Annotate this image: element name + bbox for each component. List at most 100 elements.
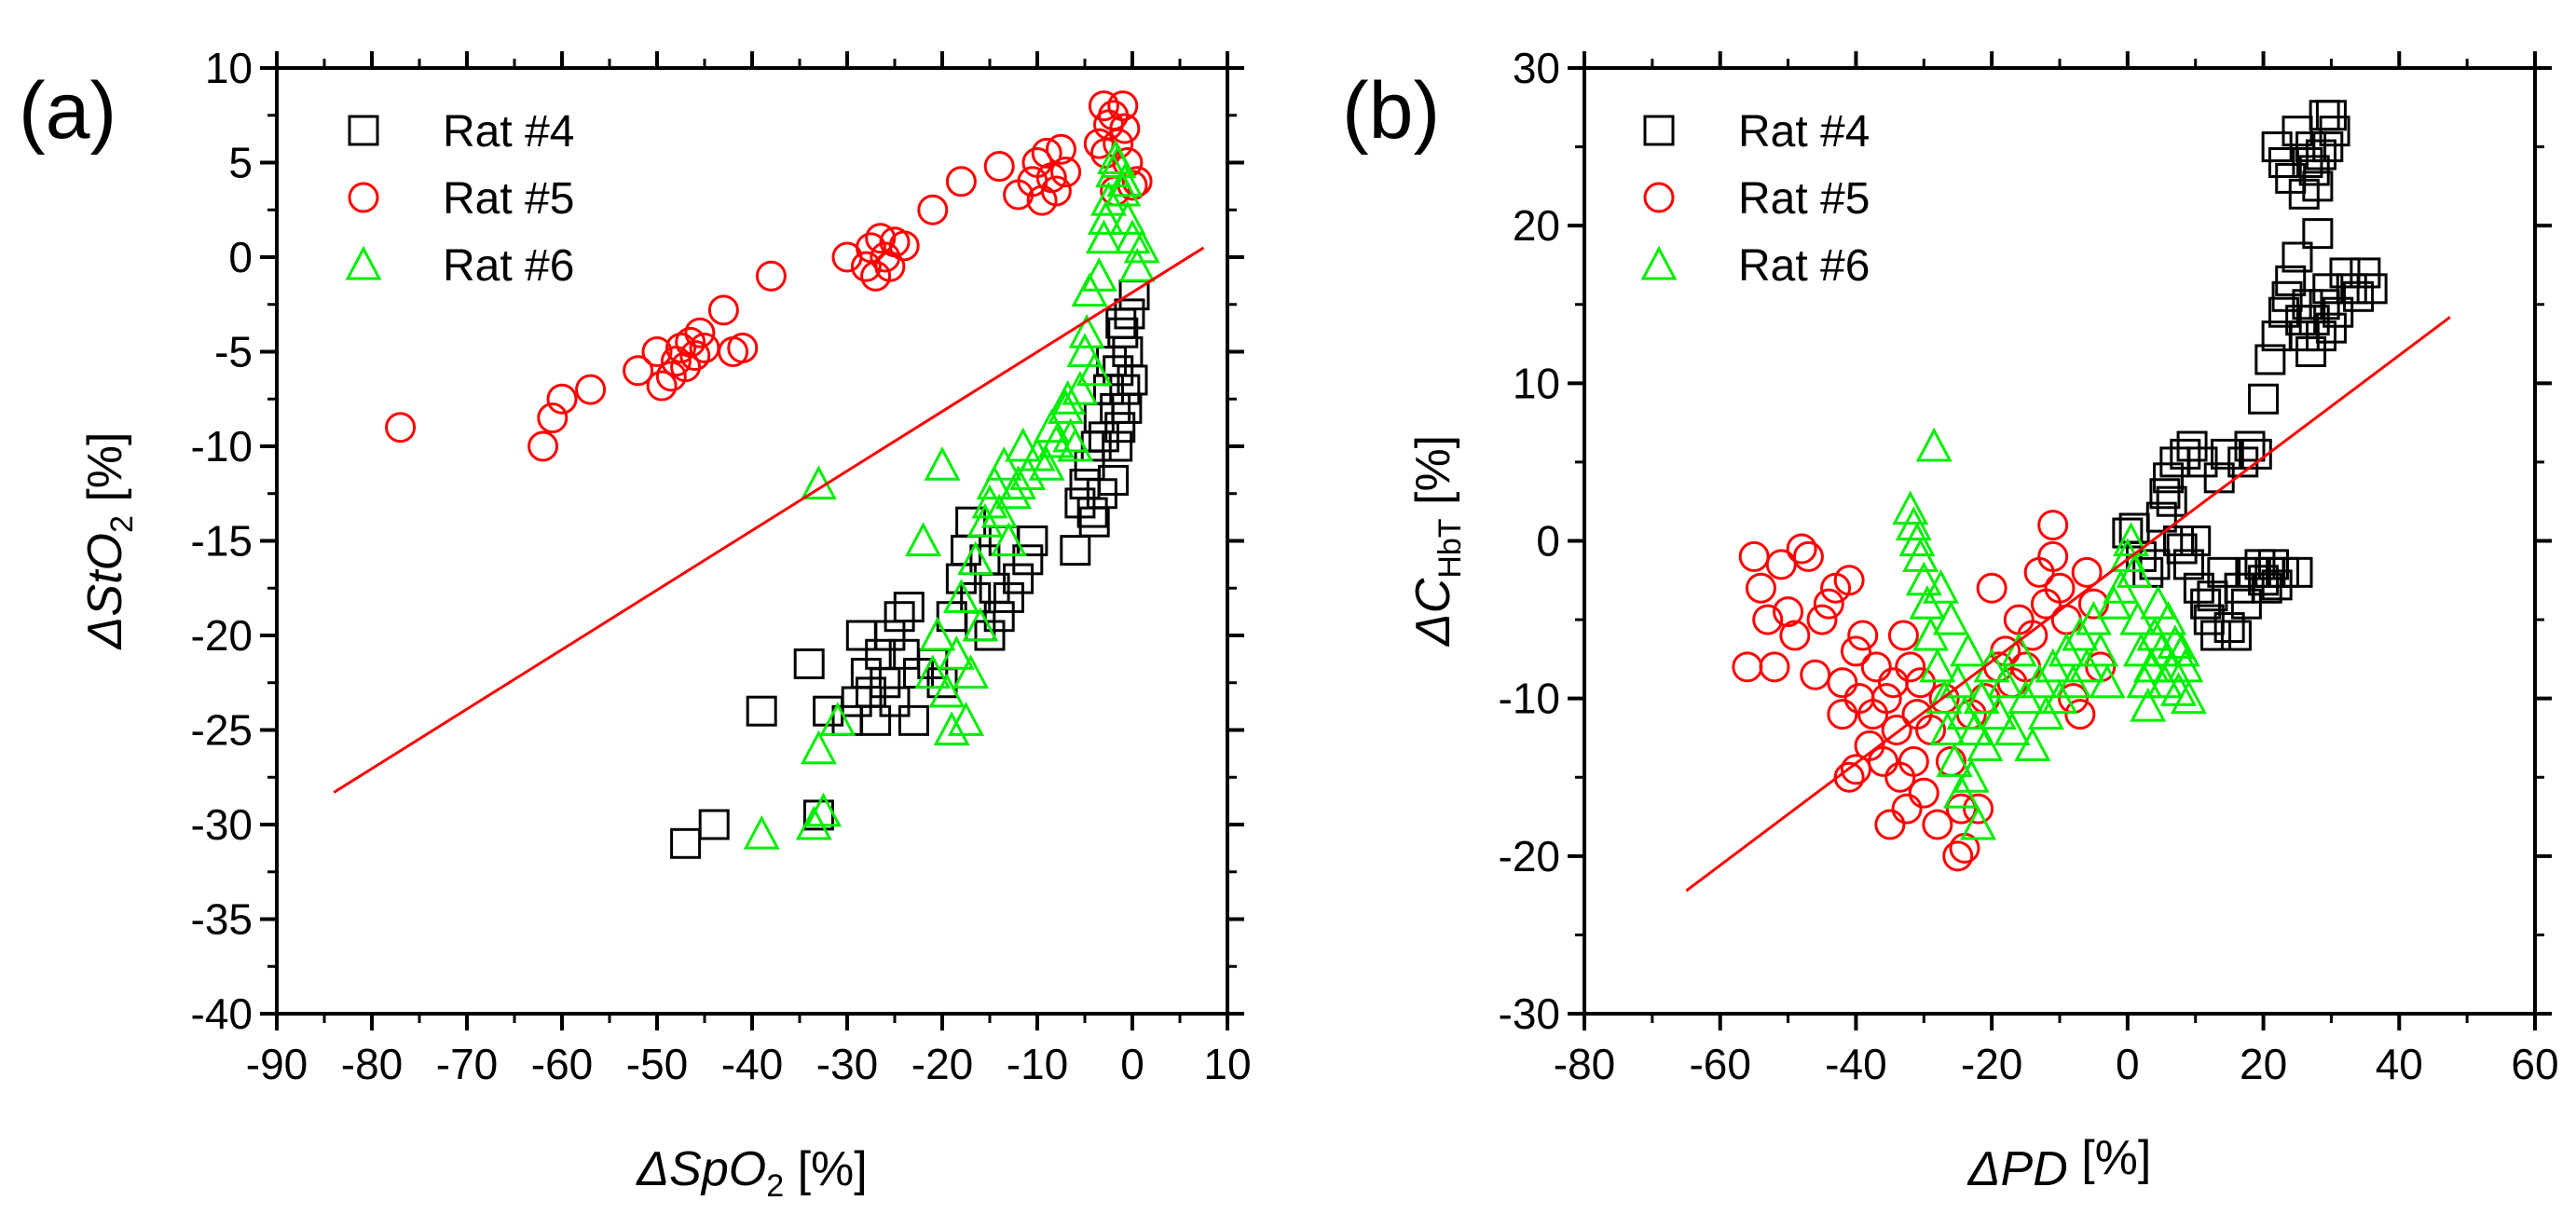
panel-a-data-point: [1031, 137, 1062, 169]
panel-b-data-point: [2292, 289, 2323, 321]
panel-a-x-axis-label: ΔSpO2 [%]: [635, 1142, 867, 1204]
panel-a-data-point: [983, 601, 1015, 633]
panel-b-data-point: [1840, 635, 1871, 667]
panel-b-y-tick-label: -30: [1499, 989, 1560, 1038]
panel-b-y-tick-label: 30: [1513, 44, 1560, 92]
panel-a-data-point: [874, 251, 906, 282]
panel-b-data-point: [2193, 604, 2225, 635]
panel-a-data-point: [928, 673, 966, 708]
panel-b-data-point: [2089, 663, 2126, 699]
panel-b-data-point: [2000, 632, 2037, 667]
panel-b-data-point: [1919, 648, 1956, 683]
panel-a-data-point: [860, 704, 892, 736]
panel-b-data-point: [2157, 624, 2194, 659]
panel-b-data-point: [2295, 131, 2327, 163]
panel-b-data-point: [2281, 556, 2313, 588]
panel-b-data-point: [2014, 727, 2051, 761]
panel-a-data-point: [385, 412, 417, 443]
panel-b-data-point: [1923, 569, 1959, 604]
panel-a-data-point: [888, 230, 920, 262]
panel-a-data-point: [980, 493, 1018, 528]
panel-b-data-point: [2309, 100, 2340, 131]
panel-a-data-point: [905, 522, 942, 556]
panel-b-data-point: [2356, 273, 2388, 305]
panel-b-x-tick-label: -60: [1689, 1040, 1750, 1088]
panel-b-data-point: [2170, 438, 2201, 470]
panel-b-data-point: [1976, 572, 2007, 604]
panel-b-data-point: [1874, 809, 1906, 840]
panel-a-data-point: [819, 702, 856, 736]
panel-b-data-point: [2116, 553, 2153, 588]
panel-a-data-point: [1083, 128, 1115, 159]
panel-b-data-point: [2149, 478, 2181, 510]
panel-a-x-tick-label: -80: [341, 1040, 403, 1088]
panel-b-data-point: [1895, 506, 1932, 541]
panel-b-legend-label: Rat #5: [1738, 174, 1870, 224]
panel-a-y-tick-labels: -40 -35 -30 -25 -20 -15 -10 -5 0 5 10: [191, 44, 253, 1038]
panel-a-data-point: [1097, 140, 1134, 174]
panel-a-data-point: [679, 340, 711, 372]
panel-b-data-point: [2180, 525, 2212, 556]
panel-a-data-points: [385, 90, 1160, 859]
panel-a-legend-marker: [345, 245, 382, 280]
panel-b-data-point: [1738, 540, 1770, 572]
panel-b-y-tick-label: -20: [1499, 832, 1560, 880]
panel-b-data-point: [2261, 131, 2293, 163]
panel-a-label: (a): [19, 66, 116, 156]
panel-b-data-point: [1833, 565, 1865, 596]
panel-b-data-point: [2176, 430, 2208, 462]
panel-a-data-point: [983, 151, 1015, 183]
panel-a-data-point: [884, 601, 915, 633]
panel-a-x-label-unit: [%]: [784, 1142, 868, 1196]
panel-a-data-point: [945, 166, 977, 198]
panel-a-data-point: [865, 223, 897, 254]
panel-b-data-point: [2143, 632, 2180, 667]
panel-a-data-point: [1109, 113, 1141, 144]
panel-b-x-tick-label: 40: [2376, 1040, 2423, 1088]
panel-b-data-point: [2037, 510, 2069, 541]
panel-a-data-point: [795, 805, 832, 840]
panel-b-data-point: [2145, 501, 2177, 533]
panel-a-data-point: [1118, 247, 1156, 282]
panel-b-data-point: [1905, 667, 1937, 699]
panel-a-data-point: [952, 654, 990, 689]
panel-b-data-point: [2140, 584, 2177, 620]
panel-b-data-point: [1887, 620, 1919, 651]
panel-b-data-point: [2213, 612, 2245, 644]
panel-b-series-6: [1892, 427, 2207, 840]
panel-b-data-point: [1994, 711, 2031, 745]
panel-a-x-ticks: [275, 51, 1229, 1030]
panel-b-data-point: [1786, 533, 1817, 565]
panel-b-data-point: [2163, 632, 2200, 667]
panel-b-fit-line: [1685, 316, 2451, 893]
panel-b-x-tick-label: -40: [1825, 1040, 1886, 1088]
panel-b-y-ticks: [1568, 66, 2552, 1016]
panel-b-data-point: [1773, 596, 1804, 628]
panel-b-data-point: [2220, 620, 2252, 651]
panel-b-data-point: [2319, 116, 2350, 147]
panel-b-data-point: [2302, 171, 2334, 202]
panel-b-data-point: [2251, 572, 2282, 604]
panel-a-x-tick-label: -70: [436, 1040, 498, 1088]
panel-b-data-point: [1966, 727, 2004, 761]
panel-a-data-point: [1005, 427, 1042, 462]
panel-b-data-point: [2315, 312, 2347, 344]
panel-a-data-point: [1086, 478, 1117, 510]
panel-b-data-point: [2234, 430, 2266, 462]
panel-a-data-point: [990, 522, 1027, 556]
panel-b-data-point: [2207, 556, 2239, 588]
panel-b-data-point: [1915, 427, 1953, 462]
panel-a-data-point: [919, 616, 956, 651]
panel-b-data-point: [1908, 777, 1939, 809]
panel-a-data-point: [985, 446, 1022, 481]
panel-a-data-point: [1003, 563, 1035, 594]
panel-b-data-point: [1881, 715, 1912, 745]
panel-b-data-point: [1813, 588, 1844, 620]
panel-a-y-axis-label: ΔStO2 [%]: [78, 432, 140, 651]
panel-b-data-point: [2159, 446, 2191, 478]
panel-b-data-point: [1800, 659, 1831, 690]
panel-a-data-point: [805, 792, 842, 827]
panel-b-data-point: [2275, 265, 2307, 296]
panel-a-data-point: [1046, 133, 1076, 165]
panel-a-data-point: [942, 579, 980, 613]
